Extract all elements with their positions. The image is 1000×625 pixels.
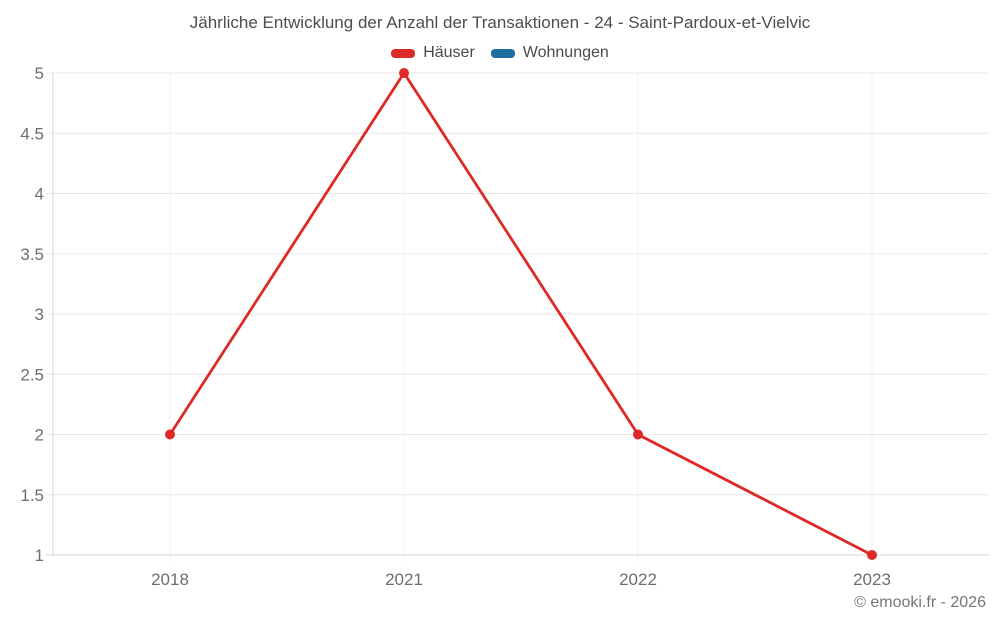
- y-tick-label: 2: [35, 426, 44, 445]
- series-line-hauser: [168, 70, 873, 557]
- data-point-hauser: [399, 68, 409, 78]
- y-tick-label: 1: [35, 546, 44, 565]
- chart-legend: Häuser Wohnungen: [0, 44, 1000, 62]
- y-tick-label: 5: [35, 64, 44, 83]
- y-tick-label: 4.5: [20, 124, 44, 143]
- legend-item-hauser[interactable]: Häuser: [391, 44, 475, 62]
- x-tick-label: 2021: [385, 570, 423, 589]
- data-point-hauser: [165, 429, 175, 440]
- data-point-hauser: [633, 429, 643, 440]
- legend-label: Wohnungen: [522, 44, 609, 61]
- legend-label: Häuser: [423, 44, 475, 61]
- x-tick-label: 2023: [853, 570, 891, 589]
- y-tick-label: 1.5: [20, 486, 44, 505]
- legend-swatch-wohnungen: [490, 48, 515, 58]
- data-point-hauser: [867, 550, 877, 560]
- y-tick-label: 4: [35, 185, 44, 204]
- x-tick-label: 2022: [619, 570, 657, 589]
- chart-title: Jährliche Entwicklung der Anzahl der Tra…: [189, 13, 811, 32]
- copyright-label: © emooki.fr - 2026: [854, 594, 986, 611]
- y-tick-label: 3.5: [20, 245, 44, 264]
- legend-swatch-hauser: [391, 48, 416, 58]
- y-tick-label: 3: [35, 305, 44, 324]
- legend-item-wohnungen[interactable]: Wohnungen: [490, 44, 609, 62]
- x-tick-label: 2018: [151, 570, 189, 589]
- y-tick-label: 2.5: [20, 365, 44, 384]
